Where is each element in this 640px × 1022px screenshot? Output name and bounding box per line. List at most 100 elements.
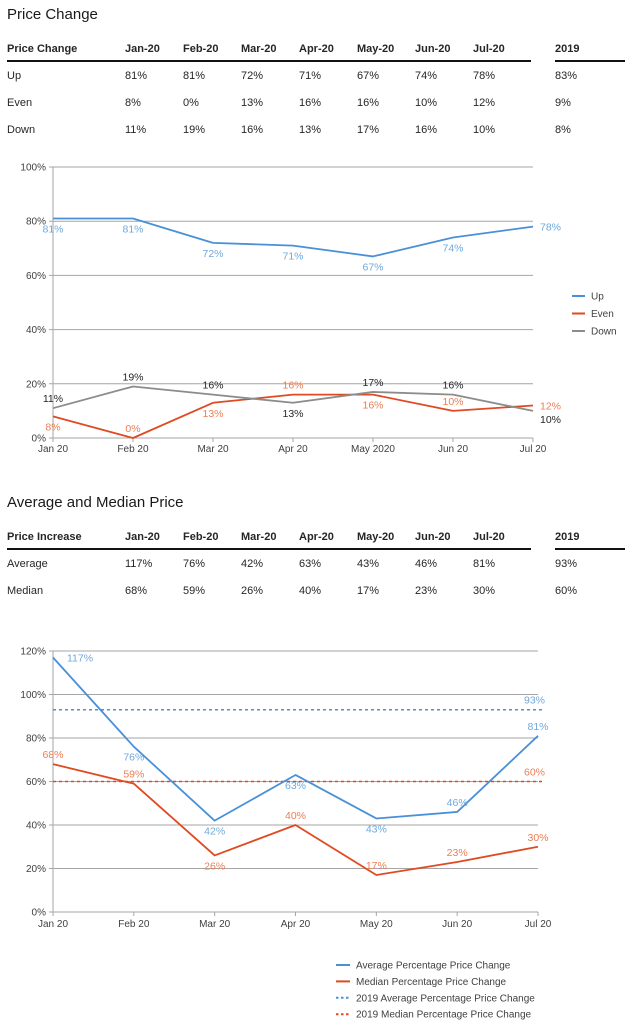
- table-header-cell: 2019: [555, 524, 625, 550]
- table-cell: 42%: [241, 557, 264, 570]
- data-label: 10%: [540, 414, 561, 426]
- y-axis-label: 80%: [26, 734, 46, 745]
- data-label: 42%: [204, 826, 225, 838]
- legend-label: 2019 Median Percentage Price Change: [356, 1010, 532, 1021]
- column-gap: [531, 116, 555, 143]
- table-cell: 78%: [473, 69, 496, 82]
- data-label: 30%: [527, 832, 548, 844]
- reference-line-label: 93%: [524, 695, 545, 707]
- legend-label: Up: [591, 292, 604, 303]
- y-axis-label: 40%: [26, 325, 46, 336]
- table-header-cell: Feb-20: [183, 524, 241, 550]
- table-cell: 83%: [555, 69, 578, 82]
- table-header-cell: Jul-20: [473, 36, 531, 62]
- data-label: 74%: [442, 242, 463, 254]
- data-label: 26%: [204, 860, 225, 872]
- y-axis-label: 120%: [20, 647, 46, 658]
- column-gap: [531, 89, 555, 116]
- data-label: 81%: [122, 223, 143, 235]
- table-header-row: Price Change Jan-20 Feb-20 Mar-20 Apr-20 May-…: [7, 36, 625, 62]
- table-cell: 43%: [357, 557, 380, 570]
- table-header-cell: May-20: [357, 36, 415, 62]
- price-change-table: Price Change Jan-20 Feb-20 Mar-20 Apr-20 May-…: [7, 36, 625, 143]
- table-cell: 40%: [299, 584, 322, 597]
- x-axis-label: Mar 20: [197, 444, 229, 455]
- x-axis-label: Jul 20: [525, 919, 552, 930]
- data-label: 0%: [125, 423, 140, 435]
- reference-line-label: 60%: [524, 767, 545, 779]
- table-header-cell: Jun-20: [415, 524, 473, 550]
- y-axis-label: 60%: [26, 777, 46, 788]
- table-header-cell: Jan-20: [125, 524, 183, 550]
- table-cell: 13%: [241, 96, 264, 109]
- y-axis-label: 0%: [32, 434, 47, 445]
- table-cell: 11%: [125, 123, 147, 136]
- data-label: 63%: [285, 780, 306, 792]
- x-axis-label: May 20: [360, 919, 393, 930]
- table-cell: 8%: [555, 123, 571, 136]
- x-axis-label: Jan 20: [38, 444, 68, 455]
- table-header-cell: Jan-20: [125, 36, 183, 62]
- data-label: 17%: [362, 377, 383, 389]
- data-label: 40%: [285, 810, 306, 822]
- table-header-cell: Jun-20: [415, 36, 473, 62]
- table-cell: 17%: [357, 584, 380, 597]
- table-cell: 23%: [415, 584, 438, 597]
- x-axis-label: Jun 20: [442, 919, 472, 930]
- table-cell: 26%: [241, 584, 264, 597]
- data-label: 17%: [366, 860, 387, 872]
- table-row: Down 11% 19% 16% 13% 17% 16% 10% 8%: [7, 116, 625, 143]
- table-header-row: Price Increase Jan-20 Feb-20 Mar-20 Apr-20 Ma…: [7, 524, 625, 550]
- table-header-cell: May-20: [357, 524, 415, 550]
- table-header-cell: Apr-20: [299, 524, 357, 550]
- y-axis-label: 40%: [26, 821, 46, 832]
- table-cell: 93%: [555, 557, 578, 570]
- table-header-cell: Mar-20: [241, 36, 299, 62]
- legend-label: Down: [591, 327, 617, 338]
- table-cell: 117%: [125, 557, 153, 570]
- average-median-line-chart: 0% 20% 40% 60% 80% 100% 120% Jan 20 Feb 20 Mar 20…: [20, 647, 552, 1021]
- table-cell: 60%: [555, 584, 578, 597]
- data-label: 23%: [447, 847, 468, 859]
- data-label: 13%: [282, 408, 303, 420]
- column-gap: [531, 577, 555, 604]
- table-cell: 46%: [415, 557, 438, 570]
- x-axis-label: Apr 20: [281, 919, 311, 930]
- column-gap: [531, 549, 555, 577]
- row-label-cell: Down: [7, 123, 36, 136]
- data-label: 67%: [362, 261, 383, 273]
- series-line: [52, 656, 539, 822]
- data-label: 16%: [282, 380, 303, 392]
- data-label: 81%: [527, 721, 548, 733]
- x-axis-label: Jun 20: [438, 444, 468, 455]
- table-cell: 10%: [473, 123, 496, 136]
- table-header-cell: Jul-20: [473, 524, 531, 550]
- data-label: 16%: [442, 380, 463, 392]
- table-header-cell: Feb-20: [183, 36, 241, 62]
- legend-label: 2019 Average Percentage Price Change: [356, 993, 535, 1004]
- table-cell: 81%: [183, 69, 206, 82]
- data-label: 78%: [540, 222, 561, 234]
- y-axis-label: 80%: [26, 217, 46, 228]
- table-cell: 71%: [299, 69, 322, 82]
- series-line: [52, 385, 534, 412]
- table-cell: 59%: [183, 584, 206, 597]
- data-label: 13%: [202, 408, 223, 420]
- y-axis-label: 100%: [20, 163, 46, 174]
- data-label: 16%: [362, 400, 383, 412]
- data-label: 68%: [42, 749, 63, 761]
- table-cell: 67%: [357, 69, 380, 82]
- table-row: Up 81% 81% 72% 71% 67% 74% 78% 83%: [7, 61, 625, 89]
- table-cell: 12%: [473, 96, 496, 109]
- data-label: 11%: [43, 393, 63, 405]
- data-label: 76%: [123, 752, 144, 764]
- data-label: 71%: [282, 251, 303, 263]
- table-header-cell: 2019: [555, 36, 625, 62]
- data-label: 43%: [366, 823, 387, 835]
- series-line: [52, 763, 539, 876]
- table-header-cell: Price Increase: [7, 524, 125, 550]
- series-line: [52, 393, 534, 439]
- table-row: Average 117% 76% 42% 63% 43% 46% 81% 93%: [7, 549, 625, 577]
- data-label: 16%: [202, 380, 223, 392]
- table-cell: 16%: [241, 123, 264, 136]
